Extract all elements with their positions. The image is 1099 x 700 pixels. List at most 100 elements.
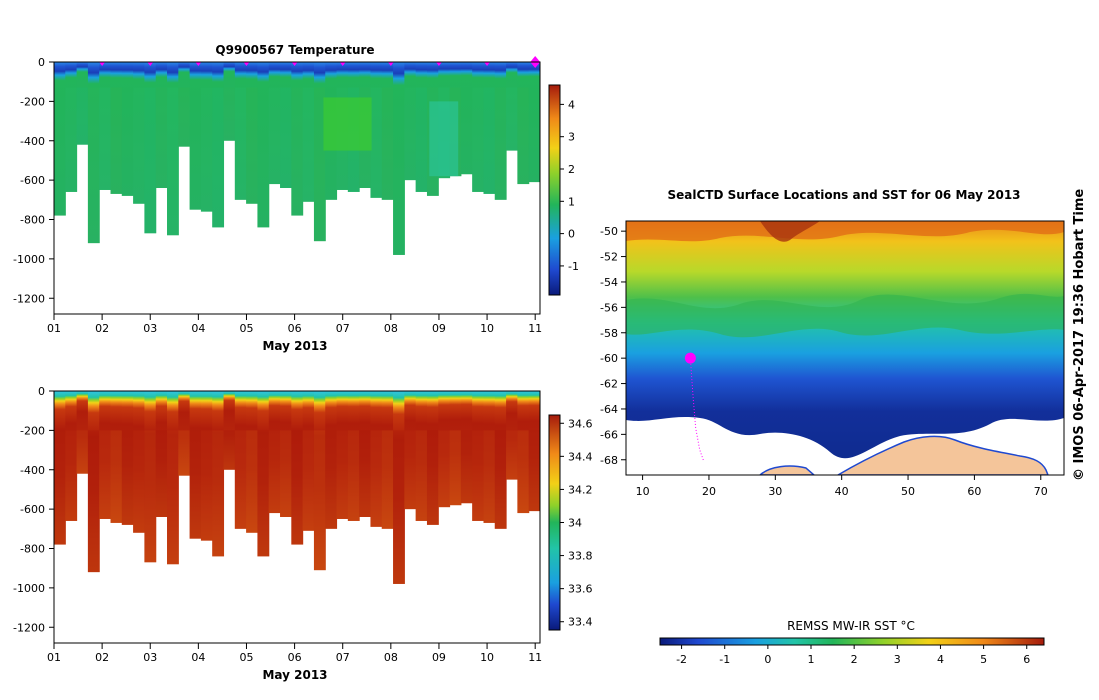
temperature-profile-shade xyxy=(234,87,247,200)
temperature-profile-column xyxy=(291,62,304,216)
warm-intrusion xyxy=(323,97,372,151)
y-tick-label: -1200 xyxy=(13,621,45,634)
temperature-profile-column xyxy=(415,62,428,192)
salinity-profile-shade xyxy=(200,430,213,541)
salinity-profile-shade xyxy=(99,430,112,519)
sst-colorbar xyxy=(659,637,1045,646)
sst-map-title: SealCTD Surface Locations and SST for 06… xyxy=(667,188,1020,202)
salinity-profile-column xyxy=(189,391,202,539)
salinity-profile-shade xyxy=(121,430,134,525)
salinity-profile-column xyxy=(234,391,247,529)
salinity-profile-shade xyxy=(426,430,439,525)
y-tick-label: -400 xyxy=(20,464,45,477)
salinity-profile-column xyxy=(144,391,157,563)
lon-tick-label: 40 xyxy=(835,485,849,498)
temperature-profile-shade xyxy=(393,87,405,255)
salinity-profile-column xyxy=(370,391,383,527)
salinity-profile-column xyxy=(506,391,518,480)
y-tick-label: -200 xyxy=(20,95,45,108)
salinity-profile-column xyxy=(472,391,484,521)
salinity-profile-column xyxy=(325,391,338,529)
temperature-profile-column xyxy=(234,62,247,200)
lat-tick-label: -64 xyxy=(600,403,618,416)
salinity-section-chart: 0 -200 -400 -600 -800 -1000 -1200 01 02 03 04 05 06… xyxy=(13,385,592,682)
salinity-profile-shade xyxy=(76,430,89,474)
salinity-profile-column xyxy=(167,391,179,565)
x-tick-label: 06 xyxy=(288,322,302,335)
temperature-plot-frame xyxy=(53,61,541,315)
surface-marker xyxy=(387,62,394,66)
temperature-profile-column xyxy=(200,62,213,212)
x-tick-label: 02 xyxy=(95,651,109,664)
salinity-x-axis: 01 02 03 04 05 06 07 08 09 10 11 xyxy=(47,643,542,664)
salinity-profile-shade xyxy=(347,430,360,521)
colorbar-tick-label: 33.6 xyxy=(568,583,593,596)
salinity-colorbar xyxy=(548,414,561,631)
salinity-profile-column xyxy=(302,391,315,531)
temperature-profile-column xyxy=(144,62,157,234)
lon-tick-label: 30 xyxy=(768,485,782,498)
cool-intrusion xyxy=(429,101,459,177)
surface-marker xyxy=(99,62,106,66)
salinity-profile-column xyxy=(426,391,439,525)
temperature-profile-column xyxy=(65,62,78,192)
surface-marker xyxy=(291,62,298,66)
salinity-profile-column xyxy=(336,391,349,519)
salinity-profile-shade xyxy=(449,430,462,506)
temperature-profile-column xyxy=(133,62,145,204)
colorbar-tick-label: 1 xyxy=(568,195,575,208)
salinity-profile-shade xyxy=(189,430,202,539)
temperature-profile-shade xyxy=(302,87,315,202)
sst-colorbar-tick-label: -2 xyxy=(676,653,687,666)
y-tick-label: -600 xyxy=(20,174,45,187)
temperature-profile-shade xyxy=(506,87,518,151)
lat-tick-label: -50 xyxy=(600,225,618,238)
sst-colorbar-tick-label: 3 xyxy=(894,653,901,666)
x-tick-label: 10 xyxy=(480,651,494,664)
temperature-colorbar-ticks: 4 3 2 1 0 -1 xyxy=(560,98,579,273)
salinity-profile-column xyxy=(76,391,89,474)
salinity-profile-column xyxy=(460,391,473,504)
salinity-profile-shade xyxy=(234,430,247,529)
temperature-profile-shade xyxy=(54,87,66,216)
temperature-profile-shade xyxy=(370,87,383,198)
y-tick-label: -200 xyxy=(20,424,45,437)
salinity-profile-shade xyxy=(381,430,394,529)
salinity-profile-shade xyxy=(257,430,270,557)
salinity-profile-shade xyxy=(65,430,78,521)
sst-colorbar-tick-label: 4 xyxy=(937,653,944,666)
surface-marker xyxy=(435,62,442,66)
temperature-profile-shade xyxy=(381,87,394,200)
lat-tick-label: -52 xyxy=(600,251,618,264)
colorbar-tick-label: -1 xyxy=(568,260,579,273)
temperature-profile-shade xyxy=(483,87,496,194)
salinity-profile-column xyxy=(517,391,530,514)
seal-track xyxy=(689,358,705,462)
temperature-profile-column xyxy=(506,62,518,151)
lat-tick-label: -66 xyxy=(600,428,618,441)
temperature-profile-column xyxy=(393,62,405,255)
temperature-profile-column xyxy=(370,62,383,198)
salinity-profile-shade xyxy=(178,430,191,476)
salinity-plot-frame xyxy=(53,390,541,644)
temperature-profile-shade xyxy=(472,87,484,192)
temperature-profile-column xyxy=(313,62,326,242)
x-tick-label: 02 xyxy=(95,322,109,335)
front-band xyxy=(626,293,1064,338)
salinity-profile-column xyxy=(133,391,145,533)
salinity-profile-shade xyxy=(438,430,451,508)
sst-colorbar-tick-label: -1 xyxy=(719,653,730,666)
salinity-profile-shade xyxy=(302,430,315,531)
temperature-profile-shade xyxy=(291,87,304,216)
x-tick-label: 07 xyxy=(336,651,350,664)
salinity-profile-column xyxy=(268,391,281,514)
salinity-profile-column xyxy=(155,391,168,517)
salinity-profile-column xyxy=(438,391,451,508)
temperature-x-axis-label: May 2013 xyxy=(262,339,327,353)
temperature-profile-shade xyxy=(268,87,281,185)
surface-marker xyxy=(195,62,202,66)
temperature-profile-shade xyxy=(313,87,326,242)
sst-map-frame xyxy=(625,220,1065,476)
colorbar-tick-label: 0 xyxy=(568,228,575,241)
salinity-profile-shade xyxy=(313,430,326,571)
